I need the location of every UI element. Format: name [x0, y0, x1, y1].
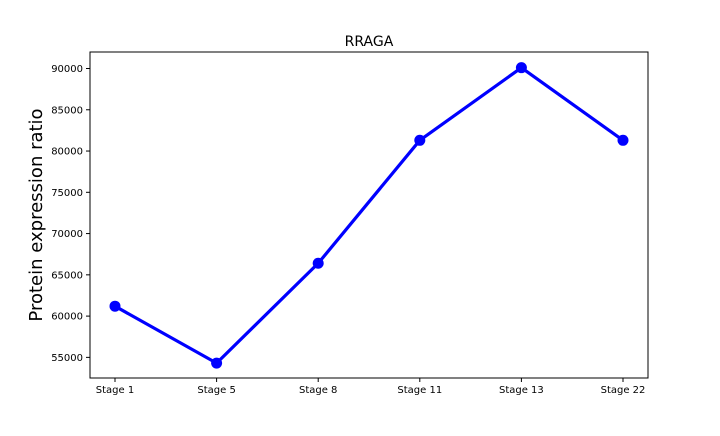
x-tick-label: Stage 8 [299, 385, 337, 396]
plot-area: 55000 60000 65000 70000 75000 80000 85000 90000… [51, 51, 649, 396]
data-point [515, 62, 527, 74]
y-tick-label: 70000 [51, 229, 83, 240]
data-point [414, 134, 426, 146]
x-tick-label: Stage 22 [601, 385, 646, 396]
x-tick-label: Stage 1 [96, 385, 134, 396]
data-point [211, 357, 223, 369]
y-tick-label: 75000 [51, 188, 83, 199]
x-tick-label: Stage 11 [397, 385, 442, 396]
data-point [109, 300, 121, 312]
y-tick-label: 60000 [51, 312, 83, 323]
x-tick-label: Stage 13 [499, 385, 544, 396]
chart-title: RRAGA [345, 34, 394, 50]
y-tick-label: 85000 [51, 105, 83, 116]
y-tick-label: 90000 [51, 64, 83, 75]
series-line [114, 66, 624, 365]
x-tick-label: Stage 5 [197, 385, 235, 396]
y-tick-label: 80000 [51, 147, 83, 158]
data-point [617, 134, 629, 146]
data-point [312, 257, 324, 269]
y-tick-label: 55000 [51, 353, 83, 364]
y-tick-label: 65000 [51, 270, 83, 281]
y-axis-label: Protein expression ratio [26, 108, 47, 321]
plot-frame [89, 51, 649, 379]
